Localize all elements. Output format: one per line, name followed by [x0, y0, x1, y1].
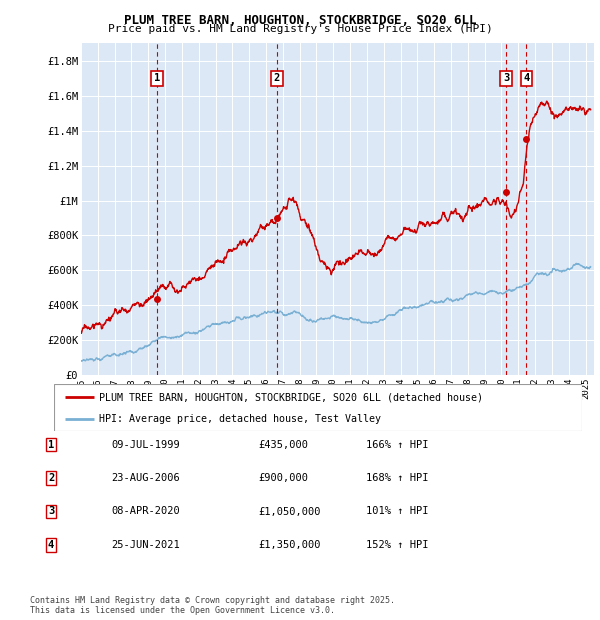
Text: HPI: Average price, detached house, Test Valley: HPI: Average price, detached house, Test… — [99, 414, 381, 424]
Text: 23-AUG-2006: 23-AUG-2006 — [111, 473, 180, 483]
Text: £1,050,000: £1,050,000 — [258, 507, 320, 516]
Text: 4: 4 — [48, 540, 54, 550]
Text: £435,000: £435,000 — [258, 440, 308, 450]
Text: Contains HM Land Registry data © Crown copyright and database right 2025.
This d: Contains HM Land Registry data © Crown c… — [30, 596, 395, 615]
Text: £1,350,000: £1,350,000 — [258, 540, 320, 550]
Text: PLUM TREE BARN, HOUGHTON, STOCKBRIDGE, SO20 6LL: PLUM TREE BARN, HOUGHTON, STOCKBRIDGE, S… — [124, 14, 476, 27]
Text: 2: 2 — [48, 473, 54, 483]
Text: 4: 4 — [523, 73, 530, 83]
Text: 3: 3 — [48, 507, 54, 516]
Text: 168% ↑ HPI: 168% ↑ HPI — [366, 473, 428, 483]
Text: 2: 2 — [274, 73, 280, 83]
Text: 25-JUN-2021: 25-JUN-2021 — [111, 540, 180, 550]
Text: 1: 1 — [154, 73, 160, 83]
Text: 166% ↑ HPI: 166% ↑ HPI — [366, 440, 428, 450]
Text: 101% ↑ HPI: 101% ↑ HPI — [366, 507, 428, 516]
Text: PLUM TREE BARN, HOUGHTON, STOCKBRIDGE, SO20 6LL (detached house): PLUM TREE BARN, HOUGHTON, STOCKBRIDGE, S… — [99, 392, 483, 402]
Text: 152% ↑ HPI: 152% ↑ HPI — [366, 540, 428, 550]
Text: 1: 1 — [48, 440, 54, 450]
Text: £900,000: £900,000 — [258, 473, 308, 483]
Text: 08-APR-2020: 08-APR-2020 — [111, 507, 180, 516]
Text: 3: 3 — [503, 73, 509, 83]
Text: Price paid vs. HM Land Registry's House Price Index (HPI): Price paid vs. HM Land Registry's House … — [107, 24, 493, 34]
Text: 09-JUL-1999: 09-JUL-1999 — [111, 440, 180, 450]
